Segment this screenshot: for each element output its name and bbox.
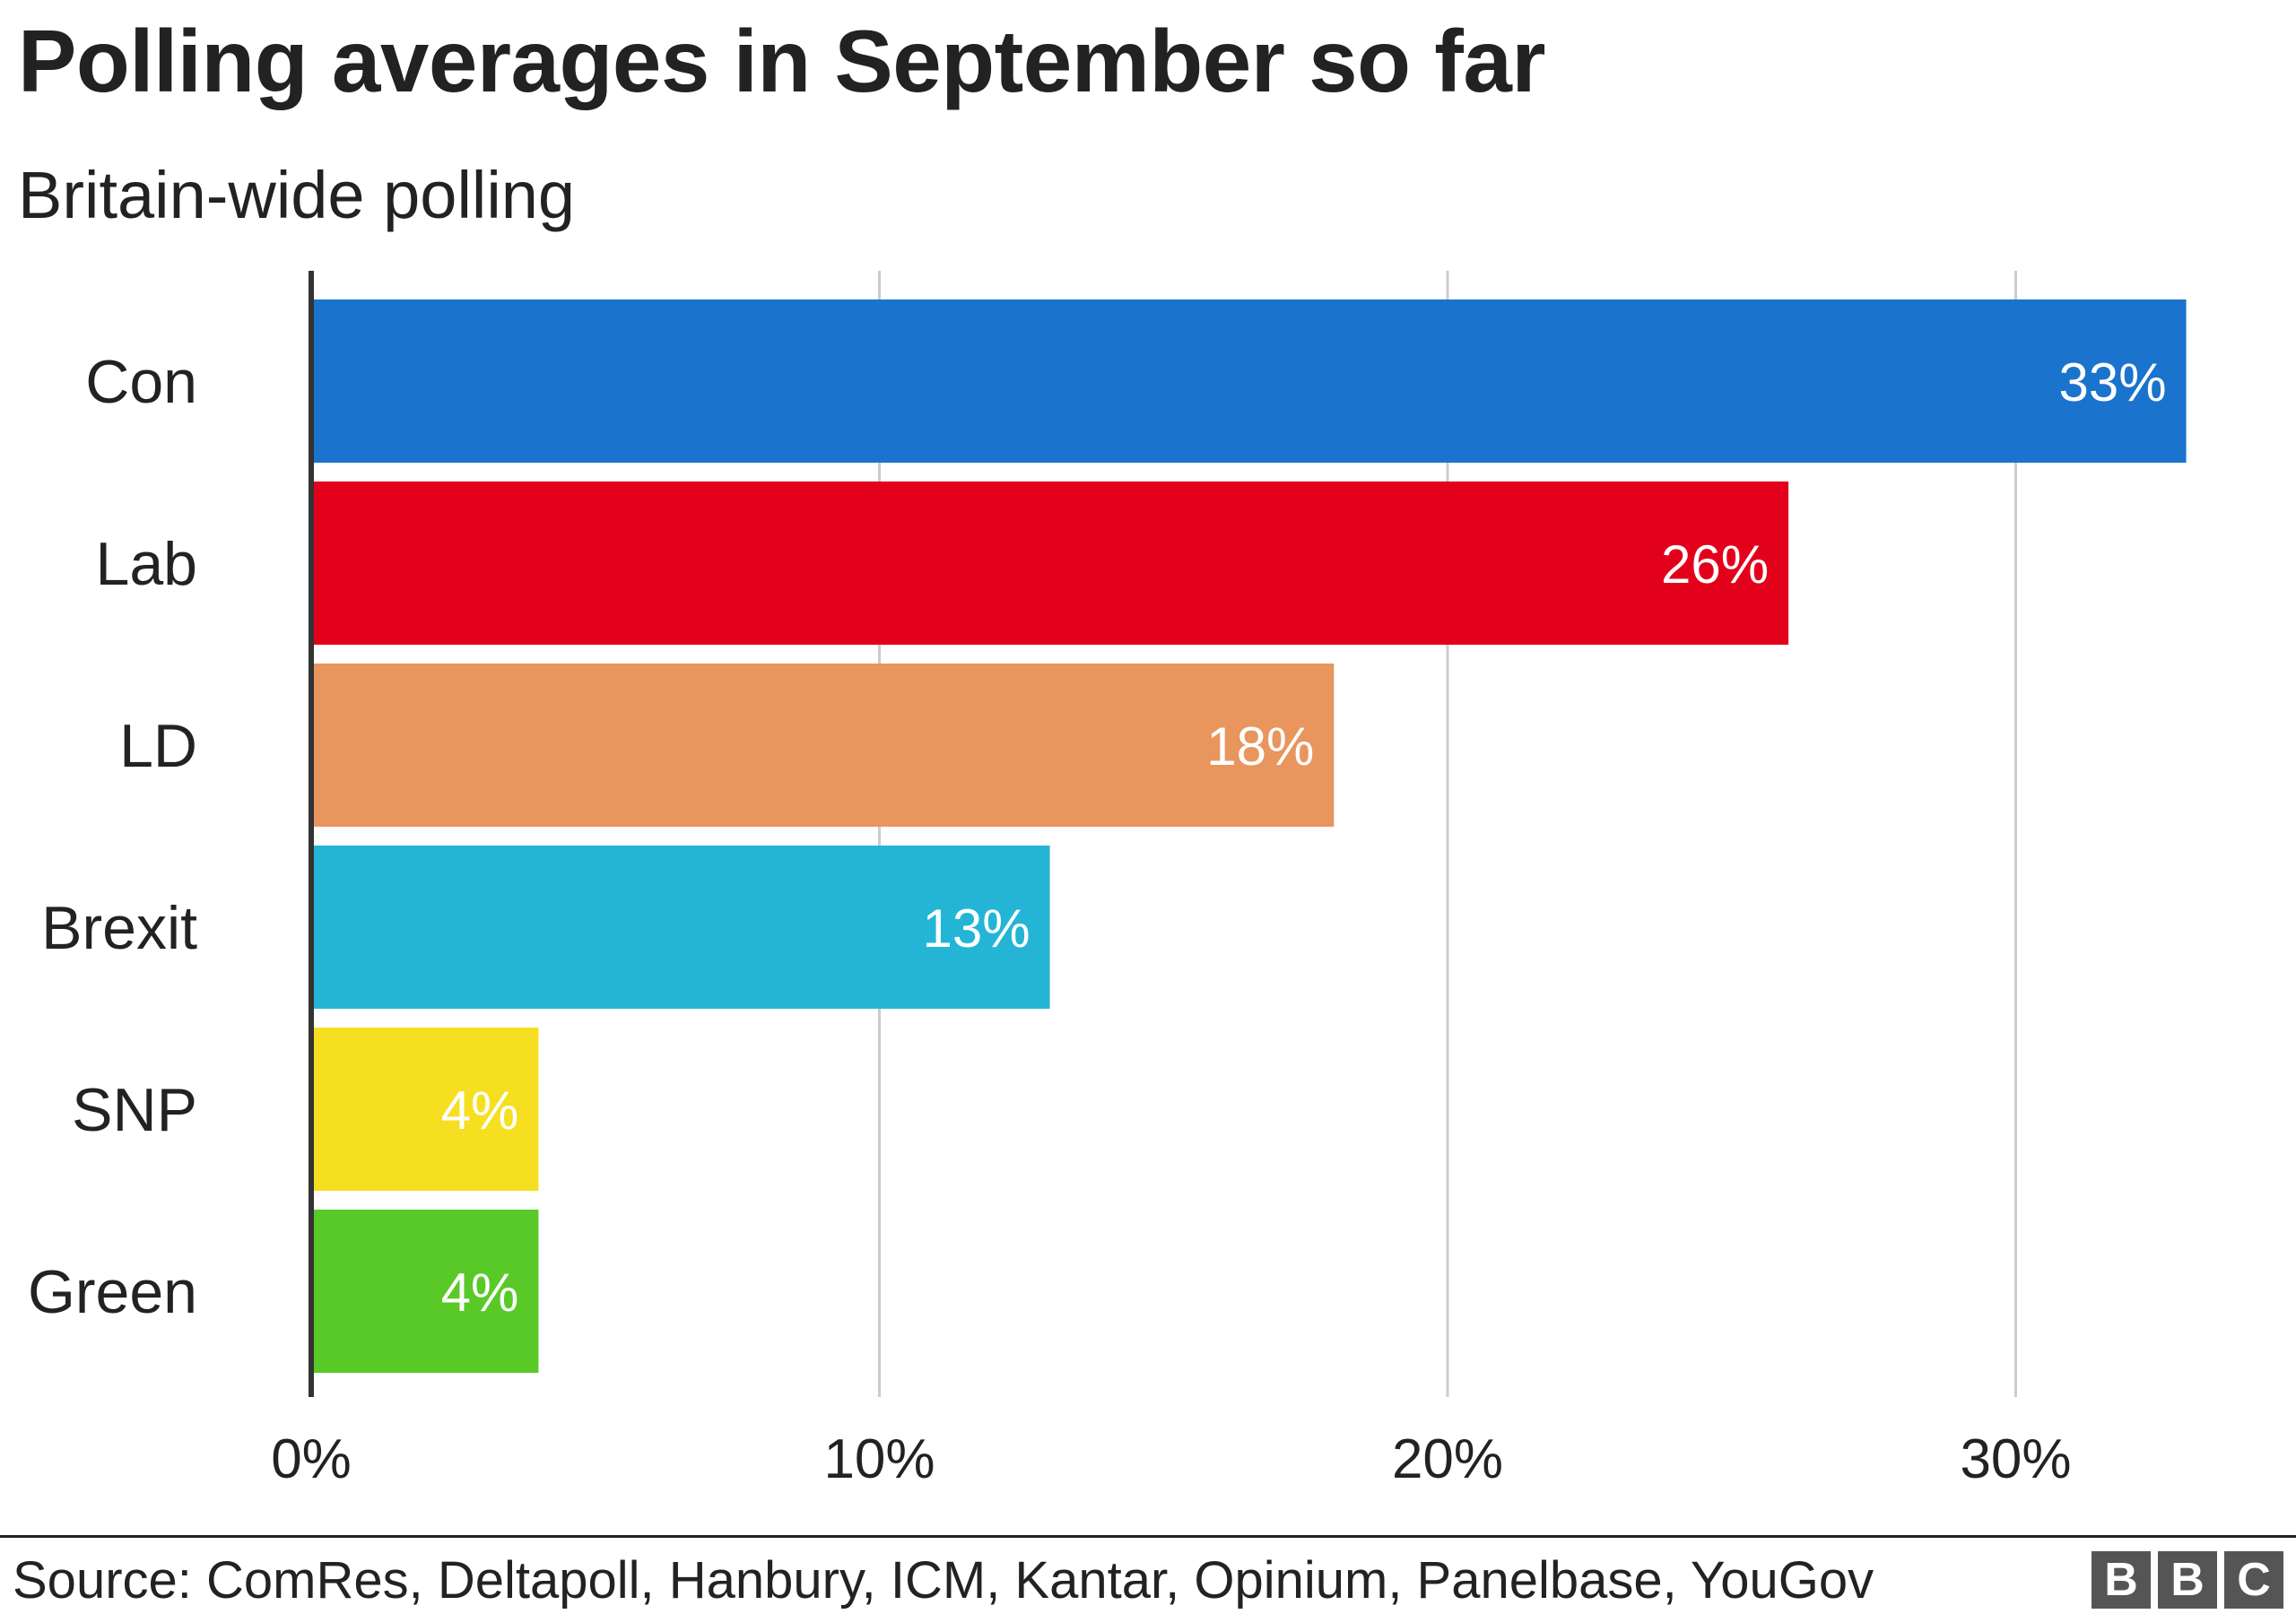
data-label: 33% — [2058, 352, 2166, 412]
data-label: 26% — [1661, 534, 1769, 594]
x-tick-label: 0% — [271, 1428, 352, 1490]
chart-subtitle: Britain-wide polling — [18, 158, 576, 232]
data-label: 18% — [1206, 716, 1314, 777]
bbc-logo-letter: C — [2224, 1551, 2283, 1609]
data-label: 4% — [441, 1080, 519, 1141]
bar-lab — [311, 482, 1789, 645]
category-label: SNP — [72, 1076, 197, 1144]
bar-snp — [311, 1028, 539, 1191]
bbc-logo-letter: B — [2158, 1551, 2217, 1609]
x-tick-label: 20% — [1392, 1428, 1503, 1490]
category-label: Brexit — [41, 894, 197, 962]
data-label: 4% — [441, 1263, 519, 1323]
footer-divider — [0, 1535, 2296, 1538]
bar-ld — [311, 664, 1335, 827]
bbc-logo: B B C — [2092, 1551, 2283, 1609]
category-label: Lab — [96, 530, 197, 598]
bar-green — [311, 1210, 539, 1373]
category-label: Con — [85, 348, 197, 416]
source-note: Source: ComRes, Deltapoll, Hanbury, ICM,… — [13, 1551, 1874, 1610]
category-label: LD — [119, 712, 197, 780]
x-tick-label: 10% — [823, 1428, 935, 1490]
bbc-logo-letter: B — [2092, 1551, 2151, 1609]
category-label: Green — [28, 1258, 197, 1326]
data-label: 13% — [922, 898, 1030, 959]
bar-brexit — [311, 846, 1050, 1009]
bar-chart: 33% Con 26% Lab 18% LD 13% Brexit 4% SNP 4% Green 0%… — [28, 271, 2187, 1490]
x-tick-label: 30% — [1960, 1428, 2071, 1490]
bar-con — [311, 299, 2187, 463]
chart-title: Polling averages in September so far — [18, 12, 1546, 110]
